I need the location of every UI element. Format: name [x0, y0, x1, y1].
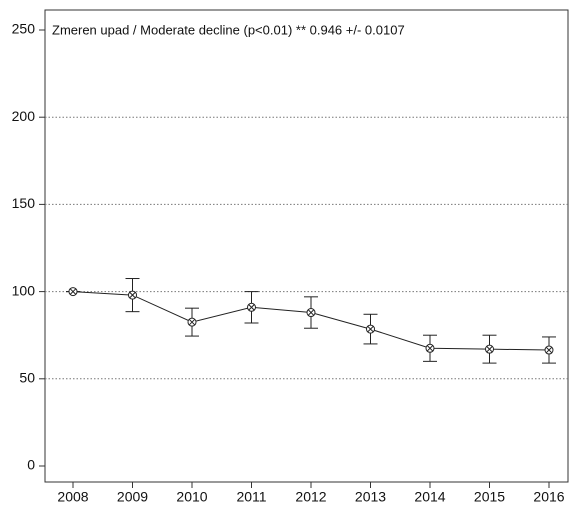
x-tick-label: 2013	[355, 489, 386, 505]
point	[68, 287, 78, 297]
point	[366, 324, 375, 334]
point-cross	[69, 288, 77, 295]
x-tick-label: 2014	[414, 489, 445, 505]
x-tick-label: 2008	[57, 489, 88, 505]
y-tick-label: 200	[12, 108, 36, 124]
point-cross	[545, 346, 553, 354]
point	[128, 290, 137, 300]
x-tick-label: 2009	[117, 489, 148, 505]
point	[425, 343, 435, 353]
point-cross	[248, 304, 255, 311]
y-tick-label: 0	[27, 457, 35, 473]
point-cross	[426, 345, 434, 352]
point-cross	[188, 318, 196, 326]
point-cross	[367, 325, 374, 333]
point-cross	[307, 309, 315, 316]
x-tick-label: 2016	[533, 489, 564, 505]
x-tick-label: 2012	[295, 489, 326, 505]
x-tick-label: 2011	[236, 489, 266, 505]
y-tick-label: 150	[12, 195, 36, 211]
y-tick-label: 50	[19, 370, 35, 386]
y-tick-label: 250	[12, 21, 36, 37]
point	[187, 317, 197, 327]
point	[306, 308, 316, 318]
point-cross	[129, 291, 136, 299]
point	[544, 345, 554, 355]
annotation: Zmeren upad / Moderate decline (p<0.01) …	[52, 22, 405, 37]
point	[485, 344, 494, 354]
x-tick-label: 2015	[474, 489, 505, 505]
point-cross	[486, 345, 493, 353]
x-tick-label: 2010	[176, 489, 207, 505]
plot-frame	[44, 9, 569, 483]
y-tick-label: 100	[12, 282, 36, 298]
point	[247, 302, 256, 312]
